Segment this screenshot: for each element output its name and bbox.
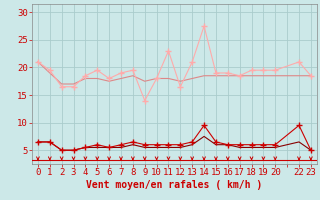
X-axis label: Vent moyen/en rafales ( km/h ): Vent moyen/en rafales ( km/h ) bbox=[86, 180, 262, 190]
